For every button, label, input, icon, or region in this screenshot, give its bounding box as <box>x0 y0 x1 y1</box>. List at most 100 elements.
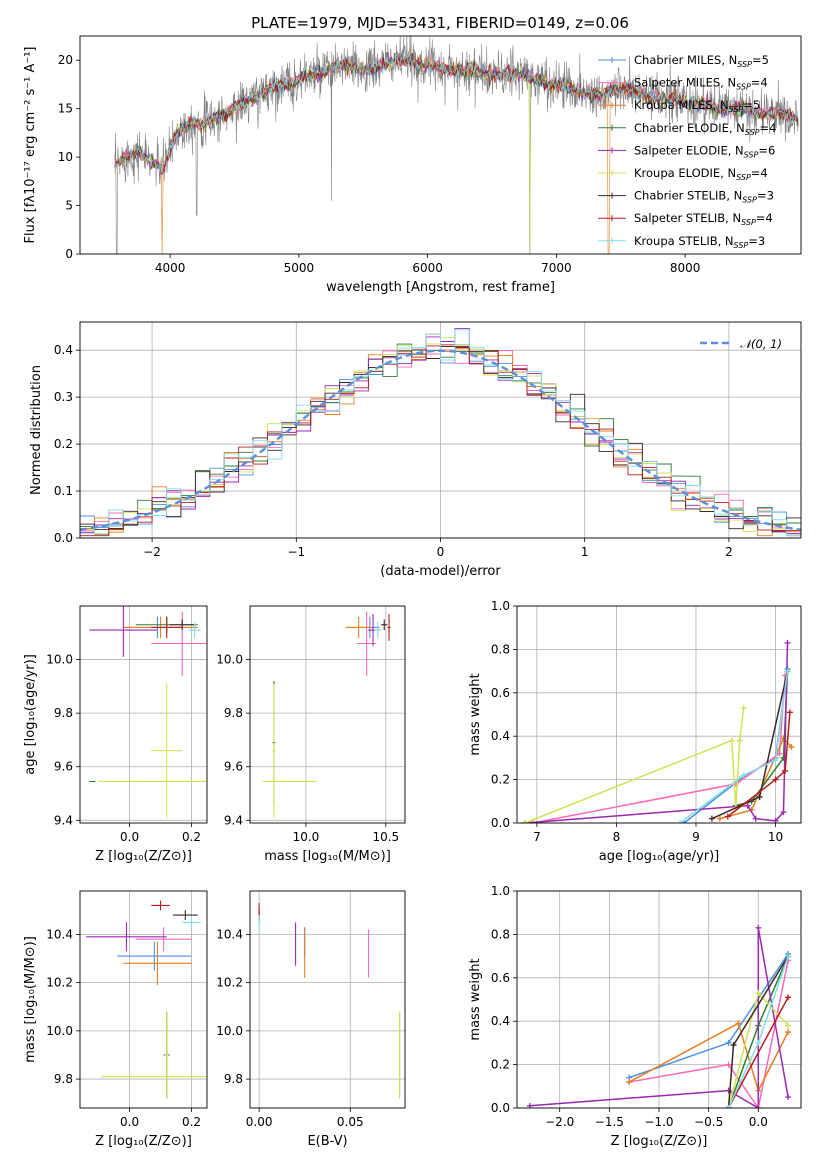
axes-frame <box>249 605 406 824</box>
x-tick-label: 8 <box>613 830 621 844</box>
y-tick-label: 10.4 <box>216 927 243 941</box>
x-axis-label: Z [log₁₀(Z/Z⊙)] <box>611 1134 708 1149</box>
mass-weight-point <box>784 639 791 646</box>
mass-weight-point <box>730 1042 737 1049</box>
mass-vs-ebv-panel: 0.00 0.05 9.8 10.0 10.2 10.4 E(B-V) <box>216 890 406 1149</box>
legend-entry-suffix: =4 <box>751 166 768 180</box>
mass-weight-point <box>744 802 751 809</box>
chart-title: PLATE=1979, MJD=53431, FIBERID=0149, z=0… <box>251 14 629 32</box>
mass-weight-point <box>755 1039 762 1046</box>
y-tick-label: 0 <box>65 247 73 261</box>
y-tick-label: 0.8 <box>491 927 510 941</box>
mass-weight-point <box>529 820 536 823</box>
x-axis-label: E(B-V) <box>307 1134 347 1149</box>
legend-entry-name: Kroupa ELODIE, N <box>634 166 736 180</box>
mass-weight-point <box>784 668 791 675</box>
axes-frame <box>516 890 802 1109</box>
mass-weight-point <box>626 1078 633 1085</box>
age-vs-mass-panel: 10.0 10.5 9.4 9.6 9.8 10.0 mass [log₁₀(M/M⊙)] <box>216 605 406 864</box>
weight-vs-age-plot-area <box>521 639 795 823</box>
mass-weight-line <box>711 670 789 820</box>
legend-entry: Kroupa ELODIE, NSSP=4 <box>634 166 768 182</box>
legend-entry-subscript: SSP <box>741 218 756 227</box>
y-axis-label: mass weight <box>468 958 483 1040</box>
x-tick-label: 0.05 <box>337 1115 364 1129</box>
mass-weight-point <box>785 1094 792 1101</box>
legend-entry: Chabrier ELODIE, NSSP=4 <box>634 121 776 137</box>
mass-weight-point <box>681 820 688 823</box>
legend-entry-name: Kroupa MILES, N <box>634 98 729 112</box>
mass-weight-point <box>724 813 731 820</box>
y-tick-label: 9.6 <box>54 760 73 774</box>
x-tick-label: 8000 <box>670 261 701 275</box>
legend-entry: Chabrier MILES, NSSP=5 <box>634 53 769 69</box>
legend-entry-subscript: SSP <box>736 83 751 92</box>
legend-entry-name: Chabrier MILES, N <box>634 53 737 67</box>
y-tick-label: 0.4 <box>54 343 73 357</box>
mass-weight-point <box>788 744 795 751</box>
mass-weight-line <box>529 927 789 1108</box>
y-tick-label: 0.4 <box>491 729 510 743</box>
y-tick-label: 10.0 <box>216 653 243 667</box>
x-tick-label: 0.00 <box>246 1115 273 1129</box>
x-tick-label: 0.2 <box>182 830 201 844</box>
mass-weight-point <box>755 1105 762 1108</box>
y-tick-label: 0.2 <box>491 773 510 787</box>
y-tick-label: 10.0 <box>216 1024 243 1038</box>
mass-weight-line <box>628 1022 789 1093</box>
mass-weight-line <box>524 707 745 823</box>
legend-entry-suffix: =3 <box>748 234 765 248</box>
y-tick-label: 9.8 <box>54 1072 73 1086</box>
y-tick-label: 0.0 <box>54 531 73 545</box>
x-axis-label: mass [log₁₀(M/M⊙)] <box>264 849 391 864</box>
legend-entry-name: Salpeter STELIB, N <box>634 211 741 225</box>
x-tick-label: 10.5 <box>372 830 399 844</box>
residual-hist-panel: −2 −1 0 1 2 0.0 0.1 0.2 0.3 0.4 (data-model)/error… <box>29 321 802 579</box>
y-axis-label: Normed distribution <box>29 365 44 495</box>
x-tick-label: −1.5 <box>595 1115 624 1129</box>
y-tick-label: 10.2 <box>46 976 73 990</box>
weight-vs-z-panel: −2.0 −1.5 −1.0 −0.5 0.0 0.0 0.2 0.4 0.6 0.8 1.0 Z [… <box>468 884 802 1149</box>
y-tick-label: 0.0 <box>491 1101 510 1115</box>
weight-vs-age-panel: 7 8 9 10 0.0 0.2 0.4 0.6 0.8 1.0 age [log₁₀(age/yr… <box>468 599 802 864</box>
y-tick-label: 9.4 <box>224 813 243 827</box>
mass-weight-point <box>725 1105 732 1108</box>
legend-entry-name: Salpeter MILES, N <box>634 76 736 90</box>
mass-weight-line <box>629 960 789 1108</box>
legend-entry-suffix: =5 <box>752 53 769 67</box>
y-tick-label: 1.0 <box>491 599 510 613</box>
legend-entry-subscript: SSP <box>745 128 760 137</box>
model-spectrum-line <box>114 53 799 171</box>
mass-weight-point <box>782 767 789 774</box>
axes-frame <box>79 605 208 824</box>
mass-weight-point <box>752 815 759 822</box>
y-tick-label: 9.8 <box>224 1072 243 1086</box>
residual-histogram-step <box>80 329 801 537</box>
y-tick-label: 10.2 <box>216 976 243 990</box>
y-tick-label: 15 <box>58 102 73 116</box>
legend-entry-name: Kroupa STELIB, N <box>634 234 734 248</box>
legend-entry-suffix: =5 <box>743 98 760 112</box>
mass-weight-point <box>785 1022 792 1029</box>
y-axis-label: age [log₁₀(age/yr)] <box>23 654 38 775</box>
normal-curve <box>80 349 801 531</box>
x-tick-label: −1 <box>287 545 305 559</box>
axes-frame <box>249 890 406 1109</box>
x-tick-label: −1.0 <box>644 1115 673 1129</box>
y-tick-label: 0.8 <box>491 642 510 656</box>
y-tick-label: 10.4 <box>46 927 73 941</box>
mass-weight-point <box>785 994 792 1001</box>
legend-entry: 𝒩(0, 1) <box>740 337 782 351</box>
y-tick-label: 0.6 <box>491 686 510 700</box>
legend-entry-subscript: SSP <box>744 150 759 159</box>
y-tick-label: 10 <box>58 150 73 164</box>
mass-weight-point <box>521 820 528 823</box>
legend-entry-name: Chabrier STELIB, N <box>634 189 742 203</box>
x-tick-label: 7000 <box>541 261 572 275</box>
y-tick-label: 0.6 <box>491 971 510 985</box>
mass-weight-point <box>716 815 723 822</box>
axes-frame <box>516 605 802 824</box>
x-axis-label: age [log₁₀(age/yr)] <box>599 849 720 864</box>
y-tick-label: 9.4 <box>54 813 73 827</box>
age-vs-z-panel: 0.0 0.2 9.4 9.6 9.8 10.0 Z [log₁₀(Z/Z⊙)] age [l… <box>23 605 208 864</box>
